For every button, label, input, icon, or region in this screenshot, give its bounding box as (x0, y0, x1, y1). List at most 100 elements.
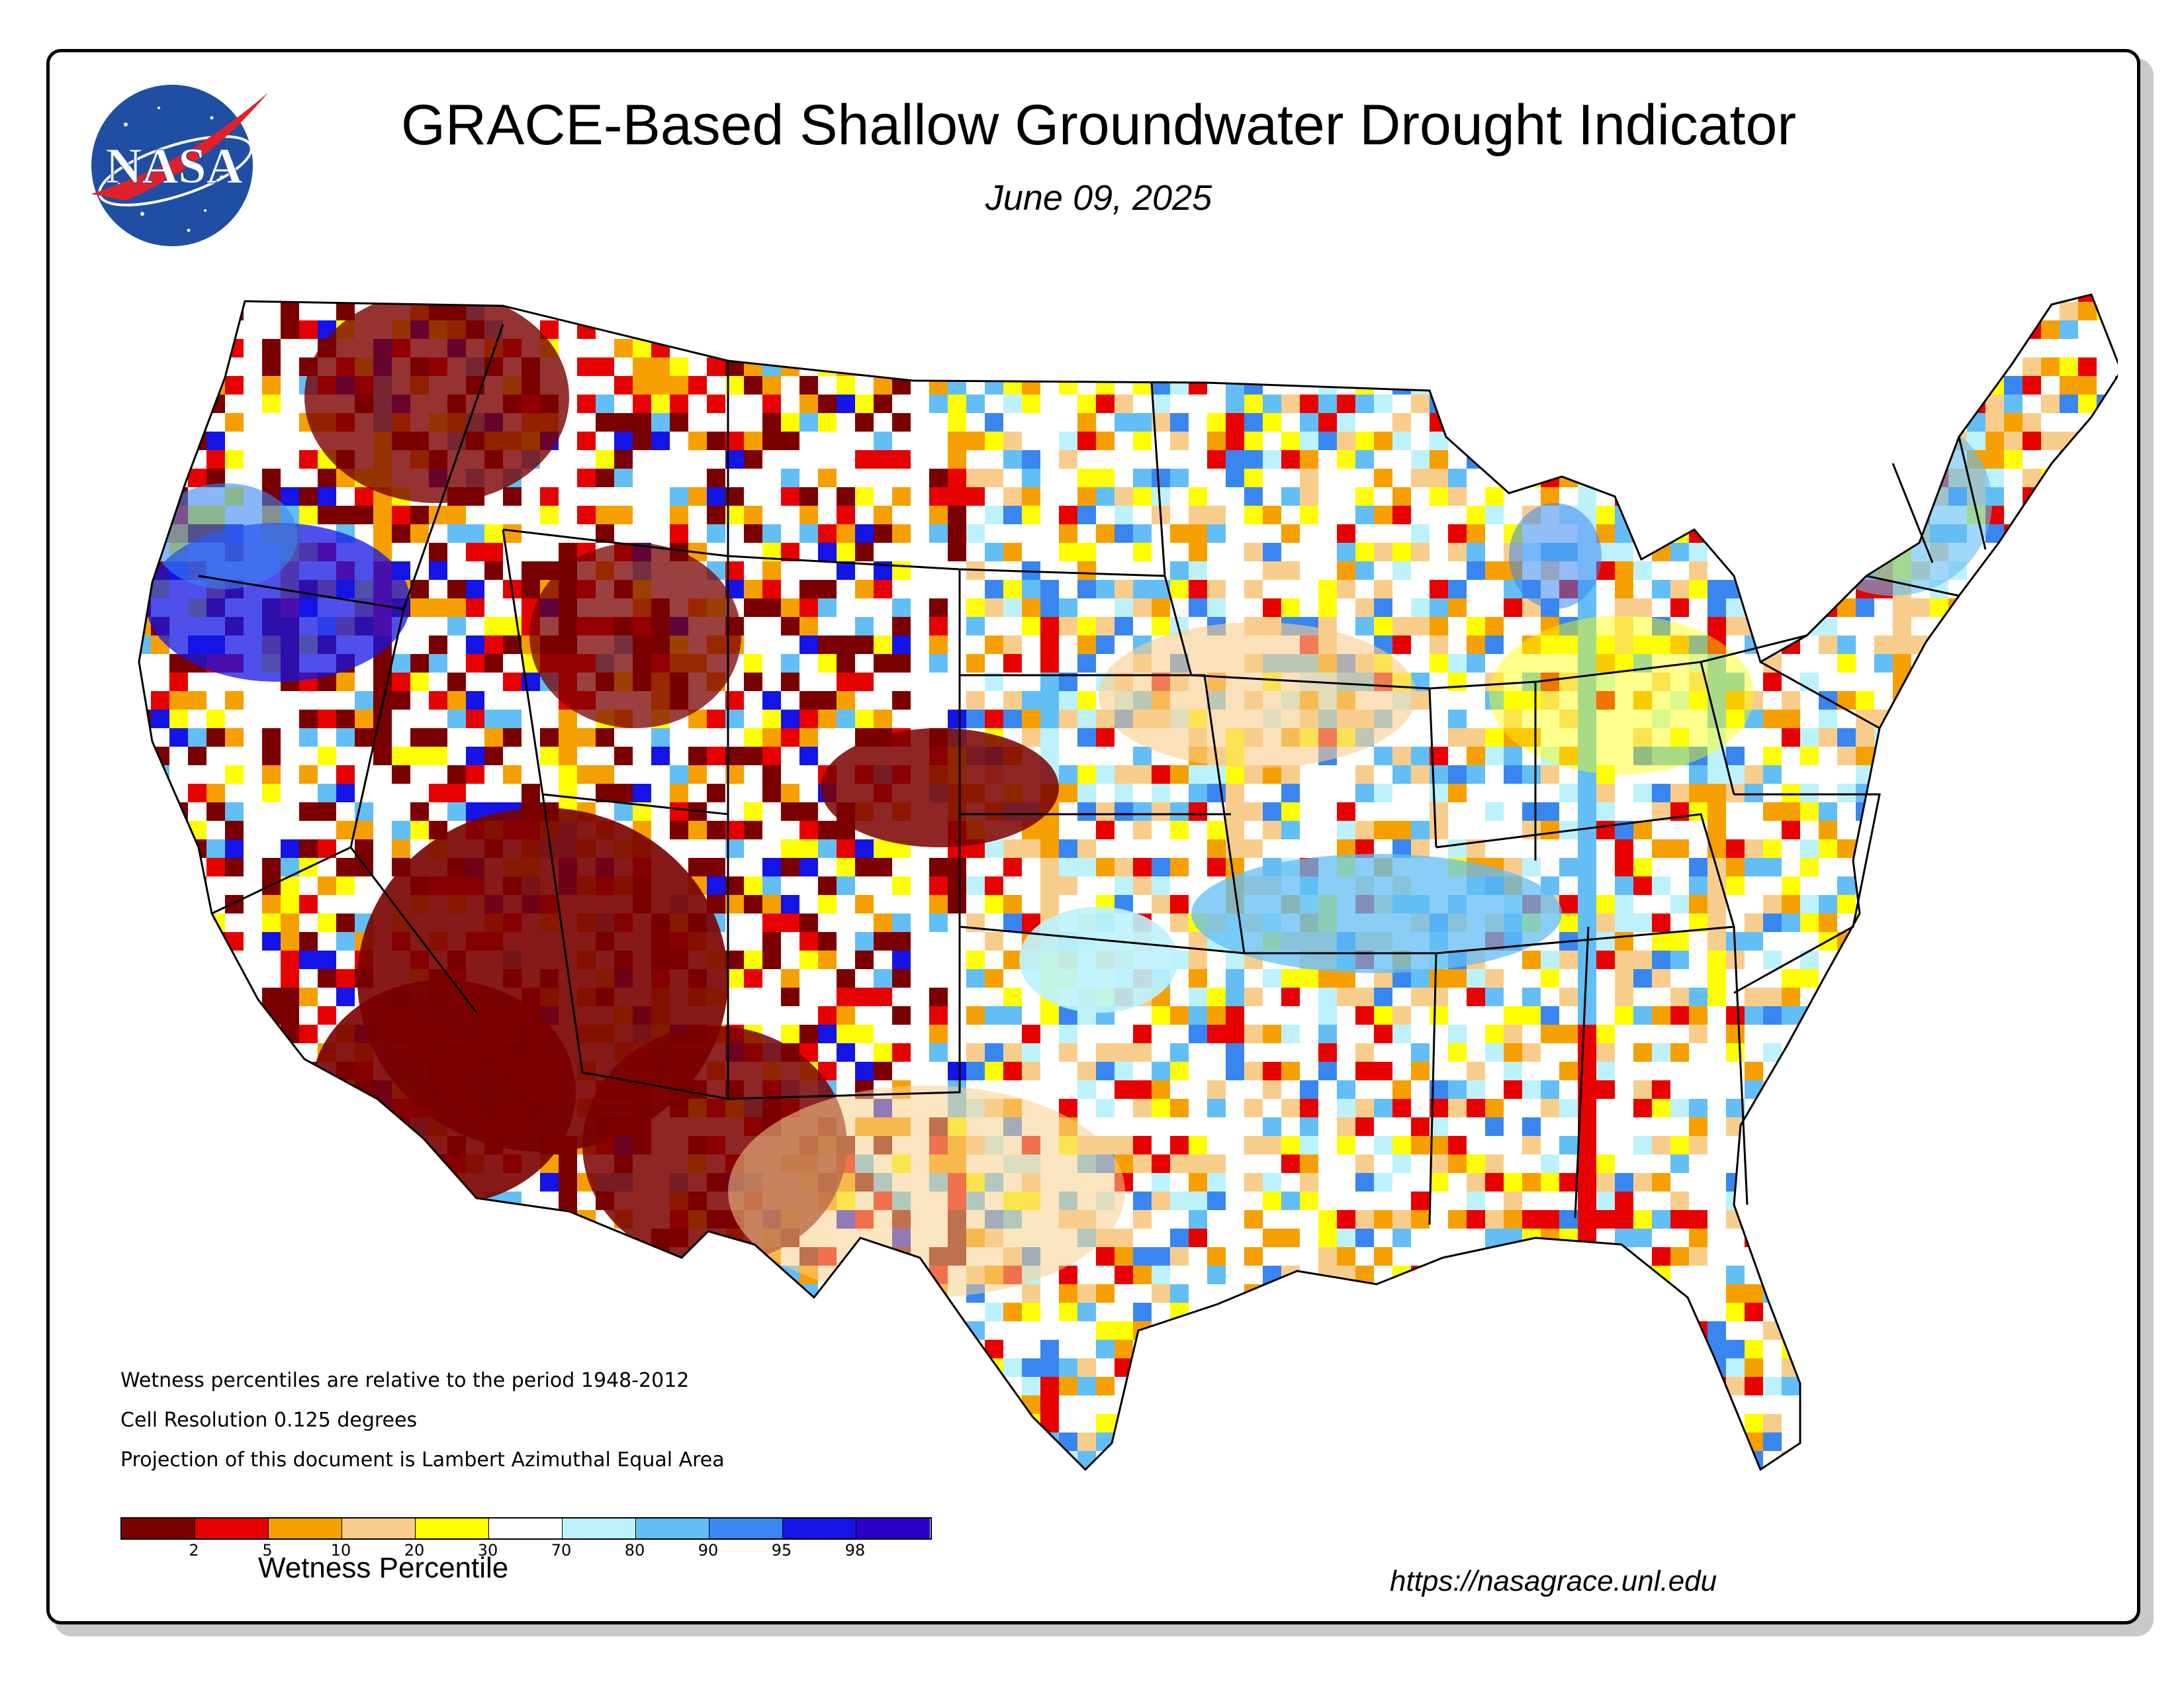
grid-cell (2060, 376, 2078, 395)
grid-cell (262, 1025, 281, 1043)
grid-cell (1837, 747, 1856, 765)
grid-cell (2060, 895, 2078, 914)
grid-cell (2060, 691, 2078, 710)
grid-cell (1189, 561, 1207, 580)
grid-cell (1152, 320, 1170, 339)
grid-cell (1522, 450, 1541, 469)
grid-cell (1411, 617, 1430, 635)
grid-cell (1856, 728, 1874, 747)
grid-cell (874, 450, 892, 469)
grid-cell (1300, 1432, 1318, 1451)
grid-cell (1578, 295, 1596, 302)
grid-cell (688, 1247, 707, 1266)
grid-cell (1003, 635, 1022, 654)
grid-cell (2060, 1247, 2078, 1266)
grid-cell (2041, 1099, 2060, 1117)
grid-cell (1189, 320, 1207, 339)
grid-cell (1504, 357, 1522, 376)
grid-cell (1837, 839, 1856, 858)
grid-cell (1596, 802, 1615, 821)
grid-cell (1967, 895, 1985, 914)
grid-cell (1170, 1247, 1189, 1266)
grid-cell (1948, 1432, 1967, 1451)
grid-cell (1559, 858, 1578, 876)
grid-cell (1652, 1080, 1670, 1099)
grid-cell (1615, 265, 1633, 283)
grid-cell (281, 914, 299, 932)
grid-cell (373, 1229, 392, 1247)
grid-cell (874, 969, 892, 988)
grid-cell (281, 1284, 299, 1303)
grid-cell (799, 1488, 818, 1507)
grid-cell (1022, 357, 1040, 376)
grid-cell (1670, 728, 1689, 747)
grid-cell (1578, 1025, 1596, 1043)
grid-cell (1652, 1247, 1670, 1266)
grid-cell (1948, 1006, 1967, 1025)
grid-cell (1522, 728, 1541, 747)
grid-cell (1374, 1488, 1392, 1507)
grid-cell (1430, 802, 1448, 821)
grid-cell (1541, 265, 1559, 283)
grid-cell (299, 1284, 318, 1303)
grid-cell (1819, 543, 1837, 561)
grid-cell (1670, 635, 1689, 654)
grid-cell (670, 524, 688, 543)
grid-cell (1318, 339, 1337, 357)
grid-cell (1763, 673, 1782, 691)
grid-cell (1485, 395, 1504, 413)
grid-cell (410, 1266, 429, 1284)
grid-cell (1893, 728, 1911, 747)
grid-cell (429, 1173, 447, 1192)
grid-cell (1096, 1247, 1115, 1266)
grid-cell (2115, 1507, 2118, 1525)
grid-cell (2041, 784, 2060, 802)
grid-cell (985, 598, 1003, 617)
grid-cell (1615, 1284, 1633, 1303)
grid-cell (2041, 432, 2060, 450)
source-url[interactable]: https://nasagrace.unl.edu (1390, 1565, 1717, 1597)
grid-cell (1355, 1340, 1374, 1358)
grid-cell (1800, 951, 1819, 969)
grid-cell (596, 524, 614, 543)
grid-cell (1152, 1488, 1170, 1507)
grid-cell (1337, 802, 1355, 821)
grid-cell (139, 1284, 151, 1303)
grid-cell (1337, 524, 1355, 543)
grid-cell (1911, 1414, 1930, 1432)
grid-cell (1893, 1136, 1911, 1154)
grid-cell (1448, 1136, 1467, 1154)
grid-cell (1578, 914, 1596, 932)
grid-cell (1003, 339, 1022, 357)
grid-cell (225, 765, 244, 784)
grid-cell (392, 839, 410, 858)
grid-cell (837, 710, 855, 728)
grid-cell (985, 1303, 1003, 1321)
grid-cell (139, 1043, 151, 1062)
grid-cell (892, 1006, 911, 1025)
grid-cell (799, 691, 818, 710)
grid-cell (1003, 691, 1022, 710)
grid-cell (1263, 1340, 1281, 1358)
grid-cell (1856, 1117, 1874, 1136)
grid-cell (1003, 1062, 1022, 1080)
grid-cell (1893, 858, 1911, 876)
grid-cell (1633, 635, 1652, 654)
grid-cell (2097, 1451, 2115, 1470)
grid-cell (447, 802, 466, 821)
grid-cell (299, 1025, 318, 1043)
grid-cell (2115, 432, 2118, 450)
grid-cell (1152, 302, 1170, 320)
grid-cell (1633, 821, 1652, 839)
grid-cell (1040, 635, 1059, 654)
grid-cell (1745, 839, 1763, 858)
grid-cell (1392, 487, 1411, 506)
grid-cell (1541, 413, 1559, 432)
grid-cell (1689, 1025, 1707, 1043)
grid-cell (1263, 506, 1281, 524)
grid-cell (1726, 1043, 1745, 1062)
grid-cell (633, 1284, 651, 1303)
grid-cell (1800, 1192, 1819, 1210)
grid-cell (1930, 1266, 1948, 1284)
grid-cell (1763, 765, 1782, 784)
